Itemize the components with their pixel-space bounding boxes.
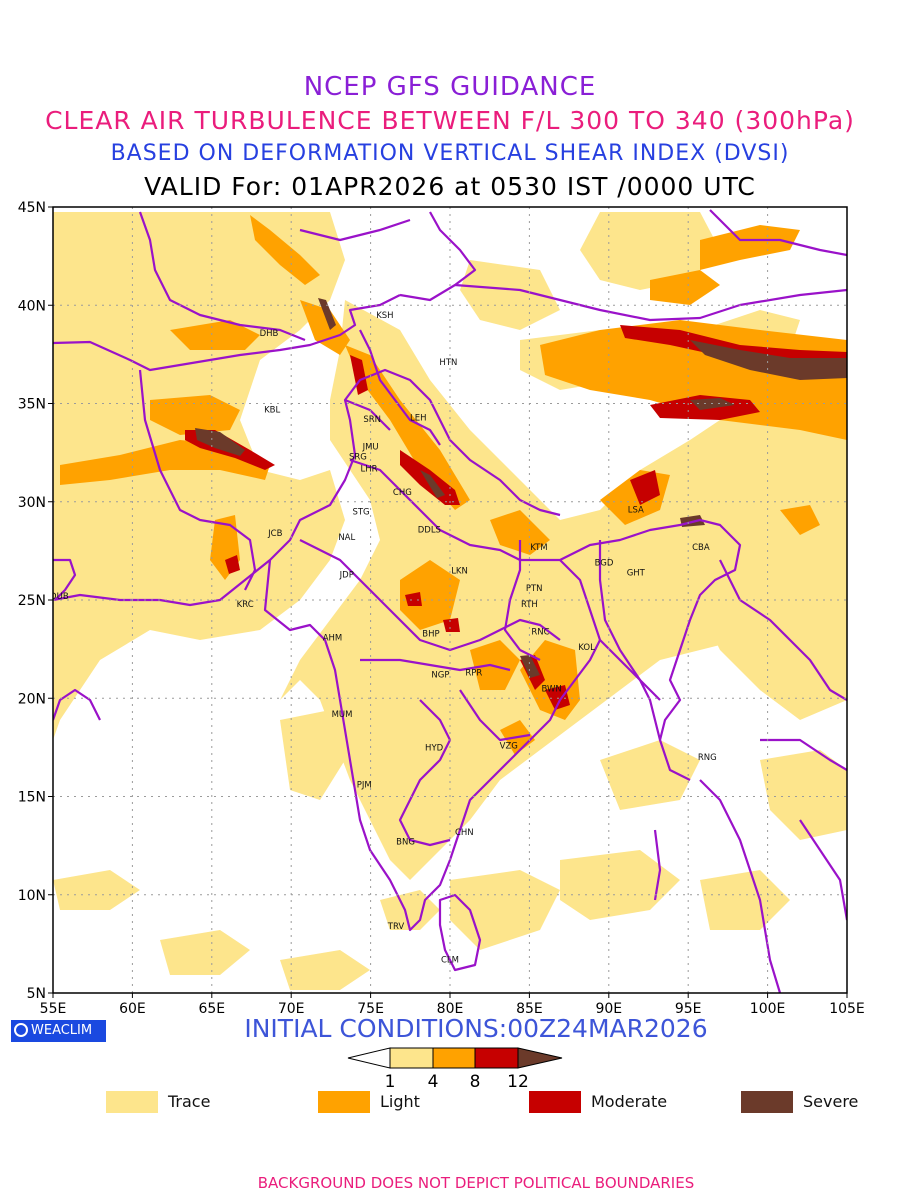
title-line-3: BASED ON DEFORMATION VERTICAL SHEAR INDE… bbox=[110, 141, 790, 166]
colorbar-tick-8: 8 bbox=[470, 1072, 481, 1090]
title-line-1: NCEP GFS GUIDANCE bbox=[303, 72, 597, 102]
station-dhb: DHB bbox=[260, 329, 279, 339]
lat-tick-label: 30N bbox=[18, 495, 46, 511]
lon-tick-label: 75E bbox=[357, 1001, 384, 1017]
legend-moderate-label: Moderate bbox=[591, 1092, 668, 1111]
station-srg: SRG bbox=[349, 453, 367, 463]
legend-severe-swatch bbox=[741, 1091, 793, 1113]
station-nal: NAL bbox=[338, 533, 355, 543]
valid-time: VALID For: 01APR2026 at 0530 IST /0000 U… bbox=[144, 172, 756, 201]
colorbar-moderate bbox=[474, 1047, 519, 1069]
colorbar-tick-4: 4 bbox=[428, 1072, 439, 1090]
station-hyd: HYD bbox=[425, 743, 444, 753]
colorbar: 1 4 8 12 bbox=[347, 1047, 563, 1090]
station-dub: DUB bbox=[50, 592, 69, 602]
station-ptn: PTN bbox=[526, 584, 543, 594]
station-lsa: LSA bbox=[628, 506, 644, 516]
colorbar-light bbox=[432, 1047, 476, 1069]
legend-severe-label: Severe bbox=[803, 1092, 859, 1111]
station-jcb: JCB bbox=[267, 529, 282, 539]
weaclim-logo: WEACLIM bbox=[11, 1020, 106, 1042]
station-clm: CLM bbox=[441, 956, 459, 966]
station-bng: BNG bbox=[396, 838, 415, 848]
station-ngp: NGP bbox=[431, 671, 449, 681]
station-ahm: AHM bbox=[323, 633, 343, 643]
station-trv: TRV bbox=[387, 922, 405, 932]
colorbar-trace bbox=[389, 1047, 434, 1069]
station-ddls: DDLS bbox=[418, 525, 441, 535]
station-jmu: JMU bbox=[362, 443, 379, 453]
boundary-lines bbox=[53, 209, 847, 993]
station-ktm: KTM bbox=[530, 543, 547, 553]
station-leh: LEH bbox=[410, 413, 427, 423]
station-ksh: KSH bbox=[376, 311, 393, 321]
lon-tick-label: 90E bbox=[595, 1001, 622, 1017]
station-bgd: BGD bbox=[595, 559, 614, 569]
lat-tick-label: 45N bbox=[18, 200, 46, 216]
lat-tick-label: 10N bbox=[18, 888, 46, 904]
lon-tick-label: 65E bbox=[198, 1001, 225, 1017]
title-line-2: CLEAR AIR TURBULENCE BETWEEN F/L 300 TO … bbox=[45, 106, 855, 135]
colorbar-tick-12: 12 bbox=[507, 1072, 529, 1090]
station-stg: STG bbox=[352, 508, 369, 518]
station-chn: CHN bbox=[455, 828, 474, 838]
legend-trace-label: Trace bbox=[168, 1092, 211, 1111]
lon-tick-label: 105E bbox=[829, 1001, 865, 1017]
station-jdp: JDP bbox=[339, 570, 354, 580]
station-rng: RNG bbox=[698, 753, 717, 763]
station-lhr: LHR bbox=[360, 464, 377, 474]
lon-tick-label: 60E bbox=[119, 1001, 146, 1017]
severe-areas bbox=[195, 298, 847, 678]
lon-tick-label: 70E bbox=[278, 1001, 305, 1017]
lat-tick-label: 25N bbox=[18, 593, 46, 609]
station-bwn: BWN bbox=[541, 684, 561, 694]
station-rth: RTH bbox=[521, 600, 538, 610]
station-srn: SRN bbox=[363, 415, 381, 425]
station-mum: MUM bbox=[332, 710, 353, 720]
station-krc: KRC bbox=[237, 600, 254, 610]
station-vzg: VZG bbox=[500, 741, 518, 751]
longitude-axis: 55E 60E 65E 70E 75E 80E 85E 90E 95E 100E 105E bbox=[40, 993, 865, 1017]
lat-tick-label: 20N bbox=[18, 691, 46, 707]
station-chg: CHG bbox=[393, 488, 412, 498]
legend-trace-swatch bbox=[106, 1091, 158, 1113]
lon-tick-label: 85E bbox=[516, 1001, 543, 1017]
lat-tick-label: 35N bbox=[18, 397, 46, 413]
logo-circle-icon bbox=[14, 1023, 28, 1037]
lon-tick-label: 95E bbox=[675, 1001, 702, 1017]
station-kol: KOL bbox=[578, 643, 595, 653]
latitude-axis: 5N 10N 15N 20N 25N 30N 35N 40N 45N bbox=[18, 200, 53, 1002]
logo-text: WEACLIM bbox=[31, 1023, 93, 1038]
station-cba: CBA bbox=[692, 543, 710, 553]
lat-tick-label: 5N bbox=[27, 986, 46, 1002]
station-kbl: KBL bbox=[264, 405, 280, 415]
station-rpr: RPR bbox=[465, 669, 482, 679]
legend-light-label: Light bbox=[380, 1092, 420, 1111]
lat-tick-label: 15N bbox=[18, 790, 46, 806]
lon-tick-label: 100E bbox=[750, 1001, 786, 1017]
station-pjm: PJM bbox=[357, 781, 372, 791]
legend-moderate-swatch bbox=[529, 1091, 581, 1113]
footer-disclaimer: BACKGROUND DOES NOT DEPICT POLITICAL BOU… bbox=[257, 1174, 695, 1192]
legend-light-swatch bbox=[318, 1091, 370, 1113]
station-bhp: BHP bbox=[422, 629, 439, 639]
lat-tick-label: 40N bbox=[18, 298, 46, 314]
colorbar-tick-1: 1 bbox=[385, 1072, 396, 1090]
station-htn: HTN bbox=[439, 358, 457, 368]
station-ght: GHT bbox=[627, 568, 646, 578]
colorbar-severe-arrow bbox=[517, 1047, 563, 1069]
station-lkn: LKN bbox=[451, 567, 468, 577]
initial-conditions: INITIAL CONDITIONS:00Z24MAR2026 bbox=[244, 1014, 708, 1043]
station-rnc: RNC bbox=[531, 627, 549, 637]
colorbar-under-arrow bbox=[347, 1047, 391, 1069]
graticule bbox=[53, 207, 847, 993]
lon-tick-label: 55E bbox=[40, 1001, 67, 1017]
lon-tick-label: 80E bbox=[437, 1001, 464, 1017]
